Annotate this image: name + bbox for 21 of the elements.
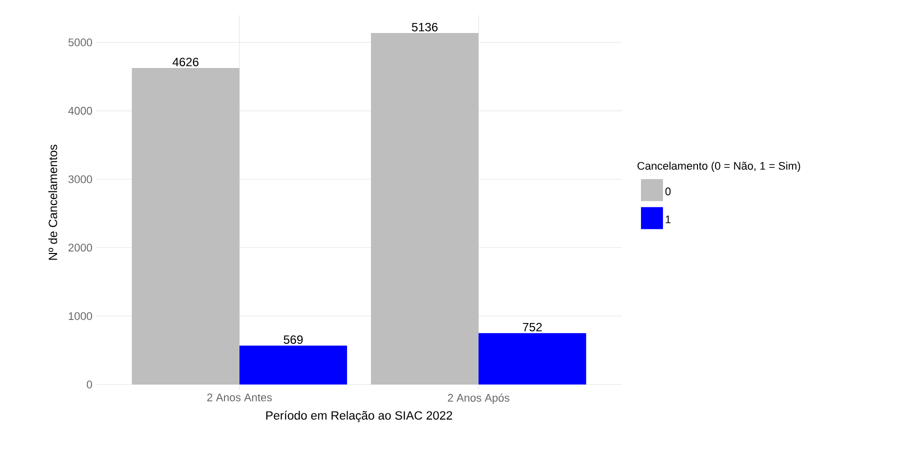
bar [132,68,240,385]
y-tick-label: 2000 [68,244,92,252]
data-label: 4626 [172,58,198,66]
bar [239,346,348,385]
y-tick-label: 3000 [68,175,92,184]
data-label: 752 [522,322,542,332]
y-tick-label: 0 [86,380,92,388]
x-tick-label: 2 Anos Antes [207,394,272,402]
legend-label: 0 [665,188,671,196]
x-tick-label: 2 Anos Após [448,394,510,404]
y-tick-label: 4000 [68,106,92,115]
data-label: 569 [284,335,303,344]
x-axis-title: Período em Relação ao SIAC 2022 [266,410,452,422]
data-label: 5136 [412,22,438,32]
bar [478,333,586,385]
y-tick-label: 5000 [68,38,92,46]
bar [370,33,479,385]
legend-label: 1 [666,216,671,224]
y-tick-label: 1000 [68,312,92,320]
legend-title: Cancelamento (0 = Não, 1 = Sim) [638,162,800,172]
y-axis-title: Nº de Cancelamentos [48,144,58,260]
